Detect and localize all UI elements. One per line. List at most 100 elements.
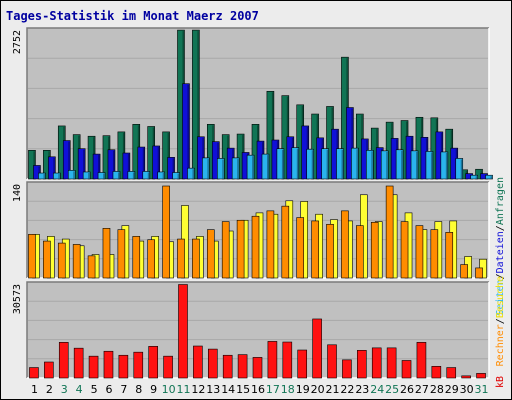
legend-entry: Besuche bbox=[495, 276, 506, 318]
bar-shade bbox=[207, 158, 209, 179]
bar bbox=[162, 131, 170, 180]
bar bbox=[182, 83, 190, 180]
bar bbox=[67, 170, 76, 180]
bar bbox=[193, 345, 203, 379]
bar bbox=[118, 354, 129, 379]
legend-entry: Rechner bbox=[495, 324, 506, 366]
bar-shade bbox=[177, 173, 180, 179]
bar bbox=[321, 148, 329, 180]
bar-shade bbox=[416, 151, 418, 179]
bar bbox=[386, 347, 397, 379]
bar-shade bbox=[237, 158, 239, 179]
bar bbox=[395, 149, 404, 180]
legend-entry: / bbox=[495, 318, 506, 324]
bar bbox=[107, 149, 116, 180]
bar bbox=[267, 341, 278, 379]
bar bbox=[62, 140, 71, 180]
bar-shade bbox=[142, 148, 145, 179]
x-tick-label: 29 bbox=[445, 383, 459, 396]
bar-shade bbox=[351, 108, 353, 179]
bar-shade bbox=[83, 149, 85, 179]
x-tick-label: 8 bbox=[135, 383, 142, 396]
bar bbox=[237, 354, 248, 379]
bar bbox=[82, 171, 91, 180]
x-tick-label: 14 bbox=[221, 383, 235, 396]
bar bbox=[216, 158, 225, 180]
bar bbox=[446, 367, 457, 379]
panel-3: 30573 kB bbox=[12, 281, 506, 388]
bar bbox=[357, 350, 367, 379]
x-tick-label: 5 bbox=[91, 383, 98, 396]
bar bbox=[371, 347, 382, 379]
bar bbox=[117, 229, 126, 279]
x-tick-label: 23 bbox=[355, 383, 369, 396]
bar bbox=[29, 367, 39, 379]
bar-shade bbox=[147, 172, 150, 179]
bar bbox=[282, 341, 293, 379]
bar-shade bbox=[98, 155, 100, 179]
chart-title: Tages-Statistik im Monat Maerz 2007 bbox=[6, 9, 259, 23]
bar bbox=[167, 157, 175, 180]
bar-shade bbox=[172, 158, 175, 179]
bar bbox=[44, 361, 54, 379]
legend-entry: kB bbox=[495, 376, 506, 388]
bar bbox=[342, 359, 352, 379]
bar-shade bbox=[88, 172, 90, 179]
x-tick-label: 1 bbox=[31, 383, 38, 396]
bar-shade bbox=[311, 150, 314, 179]
plot-frame-shadow bbox=[26, 27, 489, 179]
bar bbox=[336, 148, 344, 180]
bar bbox=[415, 225, 424, 279]
bar bbox=[346, 107, 354, 180]
series-legend: Rechner/Besuche bbox=[495, 276, 506, 366]
bar-shade bbox=[68, 141, 70, 179]
bar bbox=[470, 174, 478, 180]
bar-shade bbox=[252, 156, 254, 179]
bar-shade bbox=[58, 174, 60, 179]
bar-shade bbox=[167, 132, 170, 179]
bar bbox=[401, 360, 412, 379]
x-tick-label: 18 bbox=[281, 383, 295, 396]
legend-entry: Seiten bbox=[495, 279, 506, 315]
series-legend: kB bbox=[495, 376, 506, 388]
bar-shade bbox=[112, 150, 115, 179]
x-tick-label: 30 bbox=[460, 383, 474, 396]
x-tick-label: 19 bbox=[296, 383, 310, 396]
bar bbox=[246, 154, 255, 180]
bar bbox=[177, 238, 185, 279]
series-kb bbox=[29, 284, 486, 379]
bar bbox=[385, 185, 394, 279]
bar-shade bbox=[192, 169, 194, 179]
series-legend: Seiten/Dateien/Anfragen bbox=[495, 177, 506, 316]
bar-shade bbox=[271, 92, 274, 179]
bar bbox=[73, 347, 84, 379]
bar bbox=[133, 351, 144, 379]
bar bbox=[87, 255, 96, 279]
bar bbox=[440, 151, 449, 180]
bar-shade bbox=[326, 149, 329, 179]
bar bbox=[312, 318, 322, 379]
bar-shade bbox=[445, 152, 448, 179]
bar bbox=[122, 152, 131, 180]
bar-shade bbox=[460, 159, 463, 179]
bar bbox=[380, 150, 389, 180]
bar bbox=[351, 147, 359, 180]
bar bbox=[58, 342, 69, 379]
bar bbox=[162, 185, 170, 279]
bar bbox=[103, 350, 114, 379]
bar bbox=[261, 153, 270, 180]
bar-shade bbox=[197, 31, 199, 179]
bar bbox=[202, 157, 210, 180]
bar bbox=[28, 150, 36, 180]
bar-shade bbox=[475, 176, 478, 179]
bar bbox=[127, 171, 136, 180]
x-tick-label: 11 bbox=[176, 383, 190, 396]
bar bbox=[430, 229, 439, 279]
bar bbox=[137, 146, 146, 180]
bar bbox=[266, 210, 275, 279]
bar-shade bbox=[386, 151, 388, 179]
bar-shade bbox=[222, 159, 224, 179]
x-tick-label: 6 bbox=[105, 383, 112, 396]
